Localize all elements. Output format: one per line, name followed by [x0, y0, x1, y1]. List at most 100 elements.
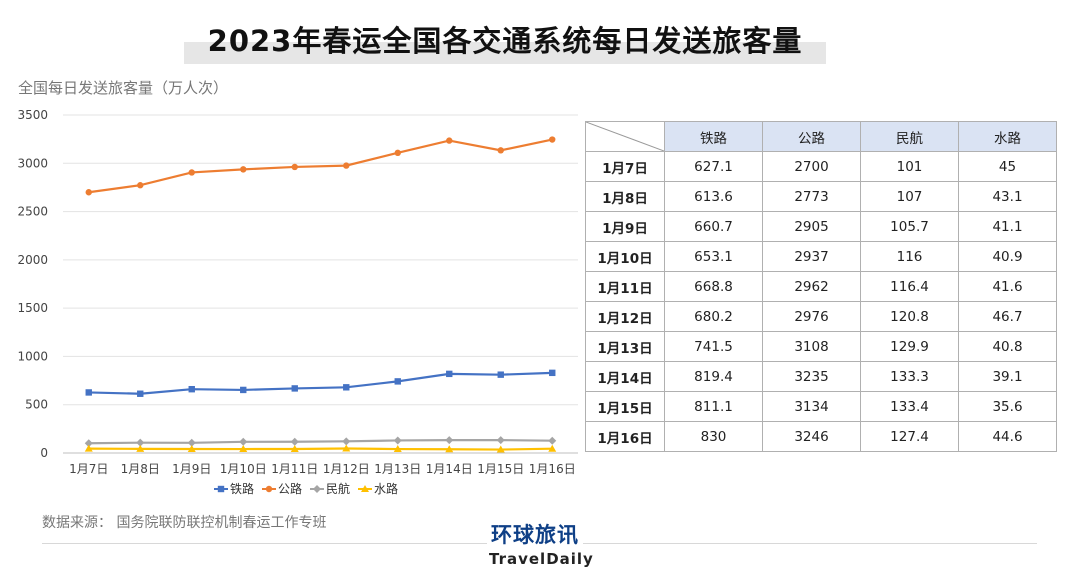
data-point — [136, 444, 145, 452]
table-cell: 101 — [860, 151, 959, 182]
y-tick-label: 2000 — [17, 253, 48, 267]
header-road: 公路 — [762, 121, 861, 152]
data-point — [342, 437, 351, 446]
table-cell: 2976 — [762, 301, 861, 332]
row-date: 1月16日 — [585, 421, 665, 452]
data-point — [188, 385, 195, 393]
table-cell: 3235 — [762, 361, 861, 392]
data-point — [496, 436, 505, 445]
table-cell: 39.1 — [958, 361, 1057, 392]
brand-logo-cn: 环球旅讯 — [487, 519, 583, 547]
data-point — [290, 444, 299, 452]
x-tick-label: 1月14日 — [426, 462, 473, 476]
data-point — [291, 385, 298, 392]
table-cell: 2962 — [762, 271, 861, 302]
series-line — [88, 138, 553, 194]
table-row: 1月12日 680.2 2976 120.8 46.7 — [585, 301, 1057, 332]
table-cell: 741.5 — [664, 331, 763, 362]
data-point — [446, 137, 453, 144]
data-point — [548, 444, 557, 452]
table-cell: 680.2 — [664, 301, 763, 332]
row-date: 1月7日 — [585, 151, 665, 182]
table-cell: 613.6 — [664, 181, 763, 212]
table-cell: 2905 — [762, 211, 861, 242]
y-tick-label: 3500 — [17, 108, 48, 122]
table-row: 1月16日 830 3246 127.4 44.6 — [585, 421, 1057, 452]
data-point — [290, 437, 299, 446]
series-line — [88, 371, 553, 395]
series-line — [88, 447, 553, 451]
table-cell: 129.9 — [860, 331, 959, 362]
data-point — [187, 445, 196, 453]
table-cell: 35.6 — [958, 391, 1057, 422]
title-area: 2023年春运全国各交通系统每日发送旅客量 — [0, 8, 1080, 64]
row-date: 1月8日 — [585, 181, 665, 212]
legend-marker — [265, 485, 273, 493]
legend-label: 民航 — [326, 481, 350, 496]
table-cell: 627.1 — [664, 151, 763, 182]
y-tick-label: 1500 — [17, 301, 48, 315]
x-tick-label: 1月12日 — [323, 462, 370, 476]
table-corner-cell — [585, 121, 665, 152]
table-cell: 133.3 — [860, 361, 959, 392]
table-row: 1月8日 613.6 2773 107 43.1 — [585, 181, 1057, 212]
table-row: 1月10日 653.1 2937 116 40.9 — [585, 241, 1057, 272]
table-cell: 660.7 — [664, 211, 763, 242]
y-tick-label: 2500 — [17, 205, 48, 219]
legend-marker — [313, 485, 321, 493]
table-cell: 3134 — [762, 391, 861, 422]
x-tick-label: 1月8日 — [121, 462, 160, 476]
header-air: 民航 — [860, 121, 959, 152]
table-cell: 3246 — [762, 421, 861, 452]
y-tick-label: 3000 — [17, 156, 48, 170]
table-row: 1月11日 668.8 2962 116.4 41.6 — [585, 271, 1057, 302]
data-point — [497, 147, 504, 154]
y-tick-label: 1000 — [17, 349, 48, 363]
legend-marker — [361, 485, 369, 492]
table-cell: 2700 — [762, 151, 861, 182]
table-cell: 45 — [958, 151, 1057, 182]
data-point — [343, 384, 350, 391]
x-tick-label: 1月15日 — [477, 462, 524, 476]
data-point — [393, 436, 402, 445]
data-point — [239, 437, 248, 446]
header-water: 水路 — [958, 121, 1057, 152]
data-point — [343, 162, 350, 169]
data-table: 铁路 公路 民航 水路 1月7日 627.1 2700 101 45 1月8日 613.6 2… — [585, 121, 1057, 452]
data-point — [446, 370, 453, 378]
data-source: 数据来源： 国务院联防联控机制春运工作专班 — [42, 515, 327, 531]
data-point — [240, 166, 247, 173]
line-chart: 0 500 1000 1500 2000 2500 3000 3500 1月7日 1月8日 1月9日… — [17, 108, 578, 496]
x-tick-label: 1月7日 — [69, 462, 108, 476]
table-row: 1月9日 660.7 2905 105.7 41.1 — [585, 211, 1057, 242]
table-row: 1月13日 741.5 3108 129.9 40.8 — [585, 331, 1057, 362]
row-date: 1月10日 — [585, 241, 665, 272]
x-tick-label: 1月13日 — [374, 462, 421, 476]
series-line — [88, 439, 553, 445]
data-point — [394, 378, 401, 385]
y-tick-label: 0 — [40, 446, 48, 460]
legend-marker — [217, 485, 225, 493]
data-point — [84, 439, 93, 448]
data-point — [445, 445, 454, 453]
corner-diagonal — [586, 122, 664, 151]
data-point — [445, 436, 454, 445]
header-rail: 铁路 — [664, 121, 763, 152]
data-point — [85, 389, 92, 396]
data-point — [240, 386, 247, 394]
legend-label: 公路 — [278, 481, 302, 496]
y-tick-label: 500 — [25, 398, 48, 412]
page-title: 2023年春运全国各交通系统每日发送旅客量 — [207, 24, 803, 58]
data-point — [84, 444, 93, 452]
table-cell: 116.4 — [860, 271, 959, 302]
legend-label: 铁路 — [230, 481, 254, 496]
title-highlight — [184, 42, 826, 64]
data-point — [188, 169, 195, 176]
data-point — [549, 369, 556, 377]
row-date: 1月11日 — [585, 271, 665, 302]
table-cell: 120.8 — [860, 301, 959, 332]
table-cell: 107 — [860, 181, 959, 212]
table-row: 1月7日 627.1 2700 101 45 — [585, 151, 1057, 182]
x-tick-label: 1月16日 — [529, 462, 576, 476]
table-cell: 127.4 — [860, 421, 959, 452]
